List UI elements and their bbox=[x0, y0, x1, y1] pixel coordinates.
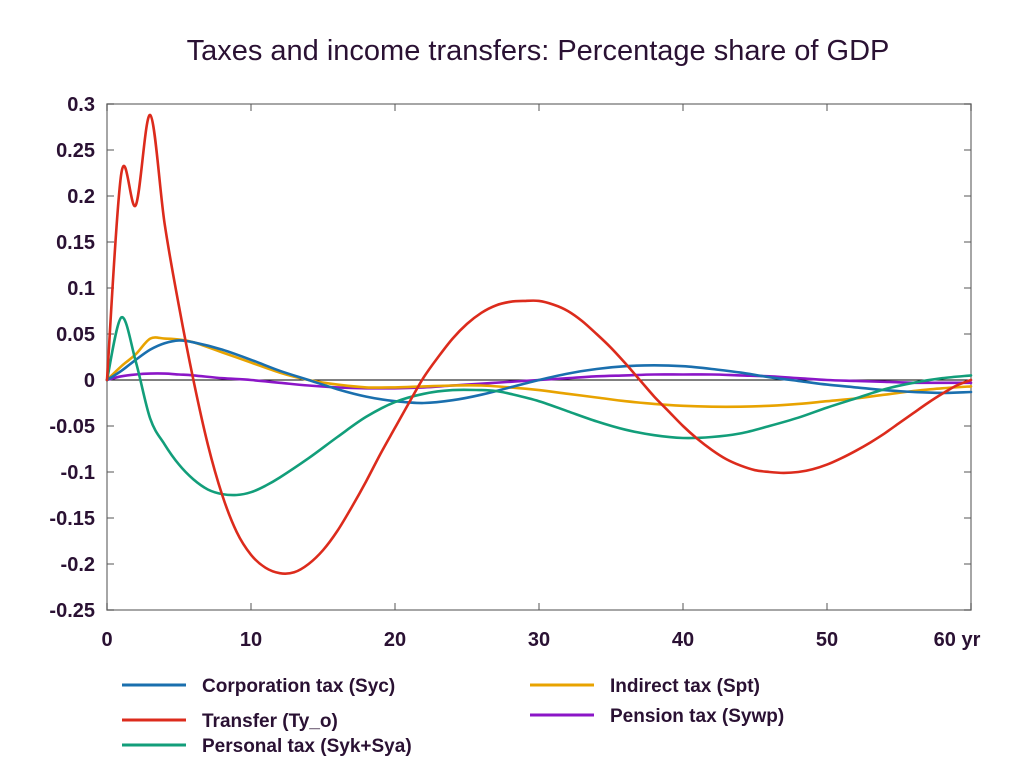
y-tick-label: -0.1 bbox=[61, 462, 95, 484]
y-axis: 0.3 0.25 0.2 0.15 0.1 0.05 0 -0.05 -0.1 -0.15 -0.2… bbox=[49, 94, 971, 622]
legend-item-personal-tax-syk-sya: Personal tax (Syk+Sya) bbox=[122, 736, 412, 757]
legend-label: Indirect tax (Spt) bbox=[610, 676, 760, 697]
y-tick-label: 0 bbox=[84, 370, 95, 392]
y-tick-label: 0.05 bbox=[56, 324, 95, 346]
series-line-personal-tax-syk-sya bbox=[105, 316, 973, 497]
y-tick-label: 0.25 bbox=[56, 140, 95, 162]
y-tick-label: -0.25 bbox=[49, 600, 95, 622]
y-tick-label: -0.15 bbox=[49, 508, 95, 530]
y-tick-label: 0.3 bbox=[67, 94, 95, 116]
x-tick-label: 0 bbox=[101, 629, 112, 651]
chart-title: Taxes and income transfers: Percentage s… bbox=[187, 35, 890, 67]
x-tick-label: 40 bbox=[672, 629, 694, 651]
legend: Corporation tax (Syc) Indirect tax (Spt) T… bbox=[122, 676, 784, 757]
y-tick-label: 0.15 bbox=[56, 232, 95, 254]
x-tick-label: 20 bbox=[384, 629, 406, 651]
x-axis: 0 10 20 30 40 50 60 yr bbox=[101, 104, 981, 651]
x-tick-label: 30 bbox=[528, 629, 550, 651]
x-tick-label: 50 bbox=[816, 629, 838, 651]
legend-label: Transfer (Ty_o) bbox=[202, 711, 338, 732]
legend-item-indirect-tax-spt: Indirect tax (Spt) bbox=[530, 676, 760, 697]
legend-item-corporation-tax-syc: Corporation tax (Syc) bbox=[122, 676, 395, 697]
x-tick-label: 10 bbox=[240, 629, 262, 651]
legend-label: Corporation tax (Syc) bbox=[202, 676, 395, 697]
legend-label: Personal tax (Syk+Sya) bbox=[202, 736, 412, 757]
series-line-transfer-ty-o bbox=[105, 113, 973, 575]
y-tick-label: 0.1 bbox=[67, 278, 95, 300]
y-tick-label: -0.2 bbox=[61, 554, 95, 576]
legend-item-transfer-ty-o: Transfer (Ty_o) bbox=[122, 711, 338, 732]
series-line-corporation-tax-syc bbox=[105, 339, 973, 405]
series-lines bbox=[105, 113, 973, 575]
y-tick-label: 0.2 bbox=[67, 186, 95, 208]
series-line-pension-tax-sywp bbox=[105, 372, 973, 390]
legend-label: Pension tax (Sywp) bbox=[610, 706, 784, 727]
series-line-indirect-tax-spt bbox=[105, 336, 973, 409]
x-tick-label: 60 yr bbox=[934, 629, 981, 651]
y-tick-label: -0.05 bbox=[49, 416, 95, 438]
legend-item-pension-tax-sywp: Pension tax (Sywp) bbox=[530, 706, 784, 727]
